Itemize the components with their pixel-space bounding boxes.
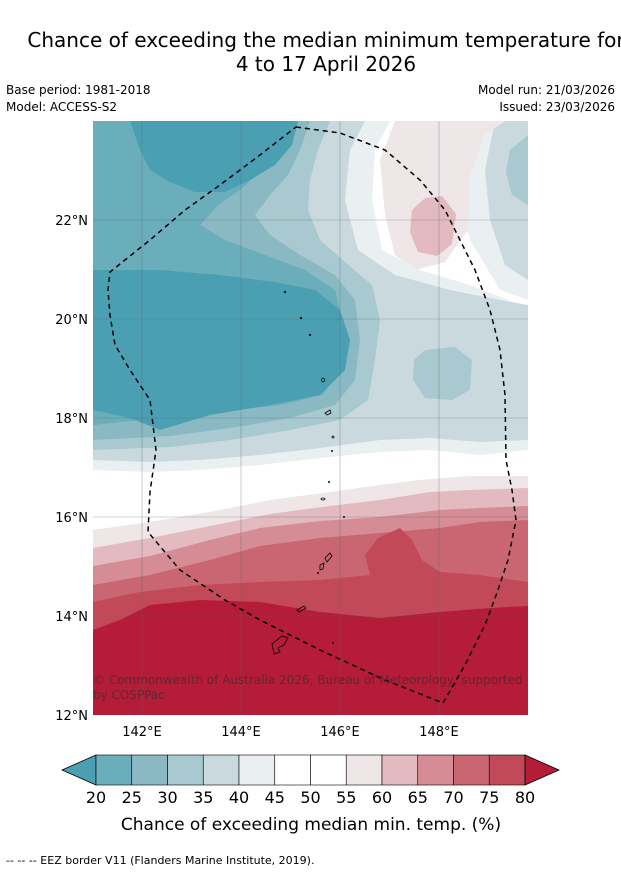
colorbar-tick: 20 <box>86 788 106 807</box>
latitude-labels: 22°N 20°N 18°N 16°N 14°N 12°N <box>55 214 88 724</box>
colorbar-swatch <box>417 754 454 786</box>
copyright-line-2: by COSPPac <box>93 688 165 702</box>
lat-label: 22°N <box>55 214 88 229</box>
colorbar-tick: 50 <box>300 788 320 807</box>
island-saipan <box>324 552 333 563</box>
colorbar-tick: 45 <box>265 788 285 807</box>
colorbar-tick: 30 <box>157 788 177 807</box>
warm-core-above-80 <box>93 600 528 715</box>
island <box>327 480 330 483</box>
colorbar-swatch <box>238 754 276 786</box>
base-period: Base period: 1981-2018 <box>6 83 151 97</box>
ne-warm-patch <box>410 196 456 256</box>
island <box>330 449 333 452</box>
cool-core-below-20 <box>93 270 350 430</box>
island-rota <box>296 605 307 613</box>
ne-band-30-35 <box>506 135 528 205</box>
island <box>299 316 303 320</box>
longitude-labels: 142°E 144°E 146°E 148°E <box>122 725 459 740</box>
colorbar-label: Chance of exceeding median min. temp. (%… <box>121 815 501 835</box>
island <box>321 377 325 383</box>
lat-label: 16°N <box>55 511 88 526</box>
graticule <box>93 121 528 715</box>
colorbar-swatch <box>453 754 490 786</box>
island <box>331 642 334 645</box>
island <box>331 435 335 439</box>
eez-footnote: -- -- -- EEZ border V11 (Flanders Marine… <box>6 854 315 867</box>
lon-label: 146°E <box>320 725 360 740</box>
colorbar-tick: 60 <box>372 788 392 807</box>
lon-label: 148°E <box>419 725 459 740</box>
colorbar-swatch <box>381 754 419 786</box>
model-run: Model run: 21/03/2026 <box>477 83 615 97</box>
colorbar-tick: 65 <box>408 788 428 807</box>
cool-patch-east <box>413 347 472 400</box>
eez-border <box>107 126 517 704</box>
lat-label: 20°N <box>55 313 88 328</box>
issued-date: Issued: 23/03/2026 <box>499 100 615 114</box>
probability-field: © Commonwealth of Australia 2026, Bureau… <box>93 121 528 715</box>
lon-label: 144°E <box>221 725 261 740</box>
colorbar-extend-high <box>524 754 560 786</box>
colorbar-tick: 55 <box>336 788 356 807</box>
island <box>308 333 312 337</box>
colorbar-swatch <box>310 754 347 786</box>
colorbar-tick: 80 <box>515 788 535 807</box>
colorbar-swatch <box>274 754 311 786</box>
colorbar <box>61 754 560 786</box>
lon-label: 142°E <box>122 725 162 740</box>
lat-label: 14°N <box>55 610 88 625</box>
island <box>324 409 332 416</box>
colorbar-extend-low <box>61 754 97 786</box>
colorbar-swatch <box>95 754 133 786</box>
colorbar-tick: 75 <box>479 788 499 807</box>
colorbar-tick: 25 <box>122 788 142 807</box>
colorbar-tick: 35 <box>193 788 213 807</box>
title-line-2: 4 to 17 April 2026 <box>235 52 417 76</box>
colorbar-swatch <box>131 754 168 786</box>
colorbar-swatch <box>488 754 526 786</box>
copyright-line-1: © Commonwealth of Australia 2026, Bureau… <box>93 673 523 687</box>
title-line-1: Chance of exceeding the median minimum t… <box>27 28 621 52</box>
colorbar-tick: 70 <box>443 788 463 807</box>
island-tinian <box>319 562 325 571</box>
model-name: Model: ACCESS-S2 <box>6 100 118 114</box>
islands <box>271 290 345 655</box>
island-guam <box>271 635 289 655</box>
chart-title: Chance of exceeding the median minimum t… <box>0 28 621 76</box>
island <box>316 572 319 575</box>
lat-label: 12°N <box>55 709 88 724</box>
colorbar-swatch <box>345 754 383 786</box>
island <box>342 516 345 519</box>
colorbar-tick-labels: 20 25 30 35 40 45 50 55 60 65 70 75 80 <box>86 788 535 807</box>
colorbar-swatch <box>167 754 204 786</box>
island <box>320 497 326 501</box>
cool-core-north <box>130 121 298 192</box>
island <box>283 290 287 294</box>
colorbar-tick: 40 <box>229 788 249 807</box>
colorbar-swatch <box>202 754 240 786</box>
lat-label: 18°N <box>55 412 88 427</box>
